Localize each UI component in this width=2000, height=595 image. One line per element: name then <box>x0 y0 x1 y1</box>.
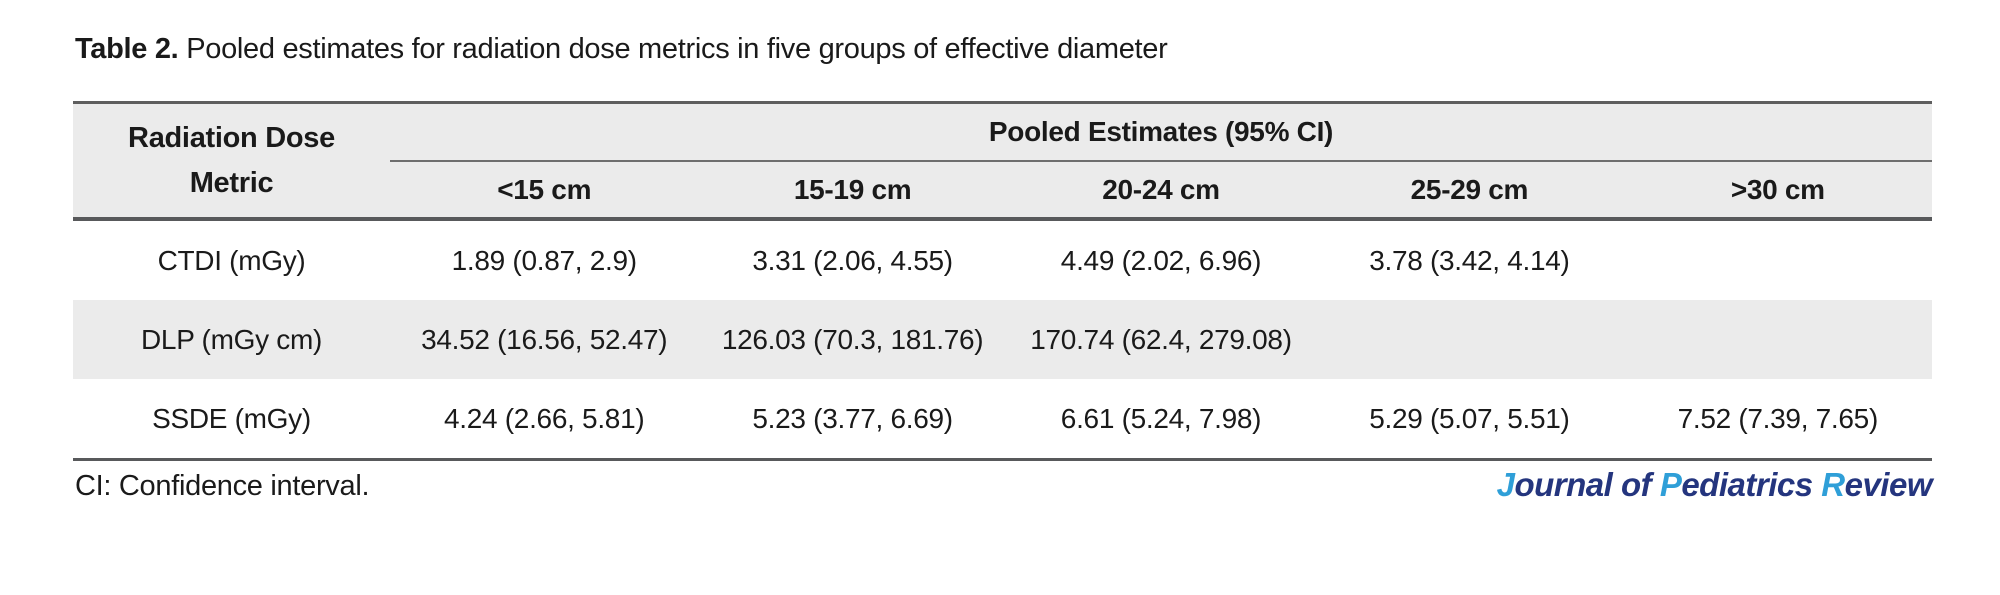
table-footnote: CI: Confidence interval. <box>75 470 370 502</box>
radiation-dose-table: Radiation Dose Metric Pooled Estimates (… <box>73 101 1932 461</box>
table-cell: 3.31 (2.06, 4.55) <box>752 244 953 276</box>
table-cell: 1.89 (0.87, 2.9) <box>451 244 637 276</box>
table-cell: 34.52 (16.56, 52.47) <box>421 323 668 355</box>
table-row-ssde: SSDE (mGy) 4.24 (2.66, 5.81) 5.23 (3.77,… <box>73 379 1932 458</box>
table-cell <box>1624 221 1932 300</box>
table-caption: Table 2. Pooled estimates for radiation … <box>75 33 1168 66</box>
journal-logo-segment: R <box>1821 466 1845 503</box>
column-header-lt15cm: <15 cm <box>497 173 592 205</box>
table-row-ctdi: CTDI (mGy) 1.89 (0.87, 2.9) 3.31 (2.06, … <box>73 221 1932 300</box>
column-header-pooled-estimates: Pooled Estimates (95% CI) <box>390 104 1932 162</box>
table-caption-text: Pooled estimates for radiation dose metr… <box>178 33 1168 65</box>
table-cell: 3.78 (3.42, 4.14) <box>1369 244 1570 276</box>
column-header-20-24cm: 20-24 cm <box>1102 173 1220 205</box>
table-cell: 5.23 (3.77, 6.69) <box>752 402 953 434</box>
row-header-ssde: SSDE (mGy) <box>152 402 311 434</box>
table-row-dlp: DLP (mGy cm) 34.52 (16.56, 52.47) 126.03… <box>73 300 1932 379</box>
table-cell: 4.49 (2.02, 6.96) <box>1060 244 1262 276</box>
table-cell: 6.61 (5.24, 7.98) <box>1060 402 1262 434</box>
diameter-group-headers: <15 cm 15-19 cm 20-24 cm 25-29 cm >30 cm <box>390 162 1932 217</box>
journal-logo-segment: J <box>1496 466 1515 503</box>
table-cell: 4.24 (2.66, 5.81) <box>444 402 645 434</box>
table-cell: 5.29 (5.07, 5.51) <box>1369 402 1570 434</box>
journal-logo-segment: P <box>1659 466 1682 503</box>
table-cell: 170.74 (62.4, 279.08) <box>1030 323 1292 355</box>
table-header: Radiation Dose Metric Pooled Estimates (… <box>73 104 1932 221</box>
row-header-dlp: DLP (mGy cm) <box>141 323 322 355</box>
column-header-gt30cm: >30 cm <box>1730 173 1825 205</box>
column-header-15-19cm: 15-19 cm <box>793 173 912 205</box>
column-header-25-29cm: 25-29 cm <box>1410 173 1529 205</box>
row-header-ctdi: CTDI (mGy) <box>157 244 306 276</box>
journal-logo: Journal of Pediatrics Review <box>1496 466 1933 504</box>
journal-logo-segment: ediatrics <box>1681 466 1822 503</box>
journal-logo-segment: ournal of <box>1514 466 1660 503</box>
journal-logo-segment: eview <box>1844 466 1933 503</box>
table-caption-number: Table 2. <box>75 33 179 65</box>
table-cell <box>1624 300 1932 379</box>
table-cell <box>1315 300 1623 379</box>
table-cell: 7.52 (7.39, 7.65) <box>1677 402 1879 434</box>
column-header-metric: Radiation Dose Metric <box>128 121 335 199</box>
table-cell: 126.03 (70.3, 181.76) <box>721 323 984 355</box>
pooled-estimates-header-group: Pooled Estimates (95% CI) <15 cm 15-19 c… <box>390 104 1932 217</box>
